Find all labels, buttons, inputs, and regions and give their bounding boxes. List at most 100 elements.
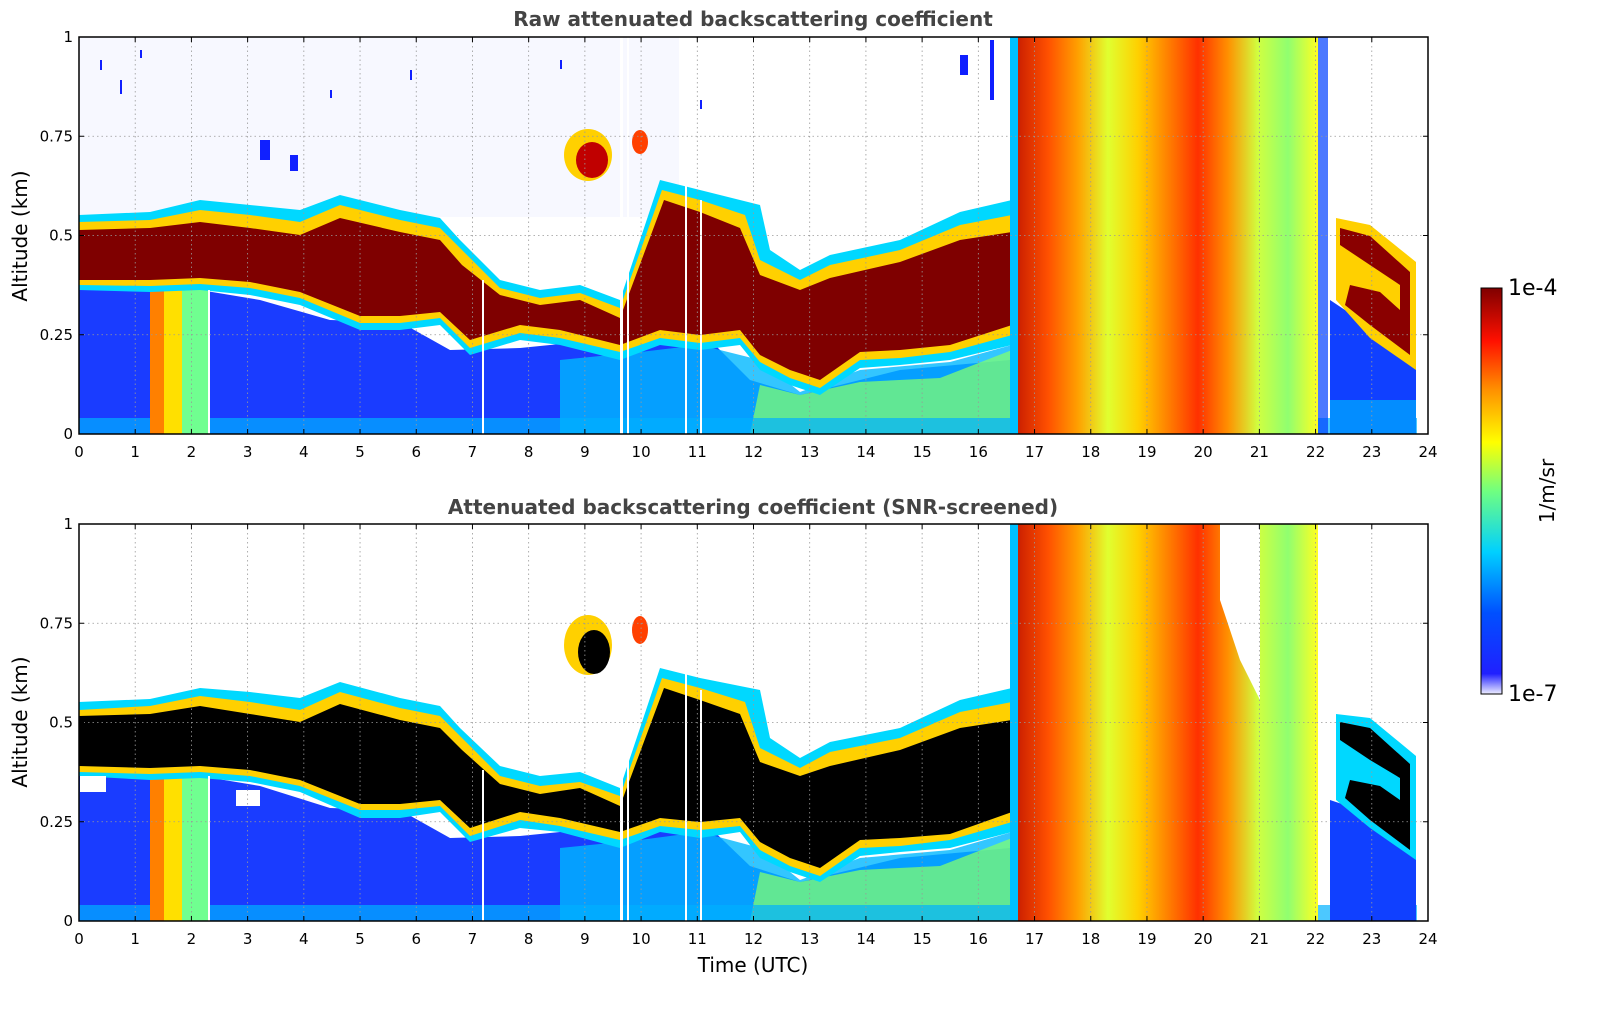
masked-layer bbox=[79, 688, 1035, 868]
boundary-layer-green bbox=[750, 350, 1012, 434]
x-tick-label: 9 bbox=[580, 930, 590, 948]
y-tick-label: 0.25 bbox=[40, 326, 73, 344]
y-tick-label: 0 bbox=[63, 425, 73, 443]
x-tick-label: 24 bbox=[1418, 443, 1437, 461]
colorbar-max-label: 1e-4 bbox=[1508, 276, 1557, 301]
x-axis: 0 1 2 3 4 5 6 7 8 9 10 11 12 13 14 15 16 17 18 19 20 21 22 23 24 bbox=[74, 524, 1438, 948]
x-tick-label: 9 bbox=[580, 443, 590, 461]
x-tick-label: 1 bbox=[130, 930, 140, 948]
precip-tail bbox=[1318, 37, 1328, 434]
x-tick-label: 10 bbox=[632, 443, 651, 461]
x-tick-label: 21 bbox=[1250, 930, 1269, 948]
y-tick-label: 1 bbox=[63, 28, 73, 46]
mask-gap bbox=[236, 790, 260, 806]
x-tick-label: 11 bbox=[688, 443, 707, 461]
y-tick-label: 0.75 bbox=[40, 614, 73, 632]
y-tick-label: 0.5 bbox=[49, 714, 73, 732]
colorbar: 1e-4 1e-7 1/m/sr bbox=[1480, 276, 1559, 707]
x-tick-label: 15 bbox=[913, 443, 932, 461]
x-tick-label: 6 bbox=[411, 930, 421, 948]
late-layer-surface bbox=[1330, 400, 1416, 434]
x-tick-label: 16 bbox=[969, 443, 988, 461]
panel-raw-backscatter: Raw attenuated backscattering coefficien… bbox=[8, 7, 1438, 461]
x-tick-label: 12 bbox=[744, 443, 763, 461]
x-tick-label: 7 bbox=[468, 930, 478, 948]
x-tick-label: 4 bbox=[299, 443, 309, 461]
x-tick-label: 2 bbox=[187, 930, 197, 948]
y-axis-label: Altitude (km) bbox=[8, 170, 32, 301]
x-tick-label: 22 bbox=[1306, 443, 1325, 461]
x-tick-label: 5 bbox=[355, 930, 365, 948]
y-tick-label: 0 bbox=[63, 912, 73, 930]
cloud-9h-core bbox=[576, 142, 608, 178]
precip-top-mask bbox=[1220, 524, 1260, 700]
noise-field bbox=[79, 37, 679, 217]
y-tick-label: 0.25 bbox=[40, 813, 73, 831]
x-tick-label: 20 bbox=[1194, 930, 1213, 948]
x-tick-label: 8 bbox=[524, 930, 534, 948]
cloud-10h bbox=[632, 616, 648, 644]
x-tick-label: 15 bbox=[913, 930, 932, 948]
y-tick-label: 0.5 bbox=[49, 227, 73, 245]
colorbar-gradient bbox=[1480, 287, 1503, 695]
cloud-10h bbox=[632, 130, 648, 154]
x-tick-label: 24 bbox=[1418, 930, 1437, 948]
x-tick-label: 2 bbox=[187, 443, 197, 461]
x-tick-label: 1 bbox=[130, 443, 140, 461]
column-1-5h bbox=[150, 285, 164, 434]
x-tick-label: 0 bbox=[74, 930, 84, 948]
x-tick-label: 4 bbox=[299, 930, 309, 948]
x-tick-label: 13 bbox=[800, 930, 819, 948]
x-tick-label: 16 bbox=[969, 930, 988, 948]
x-tick-label: 18 bbox=[1081, 443, 1100, 461]
column-1-7h bbox=[164, 772, 182, 921]
x-tick-label: 13 bbox=[800, 443, 819, 461]
late-layer-masked bbox=[1340, 722, 1410, 850]
x-tick-label: 23 bbox=[1362, 930, 1381, 948]
late-layer-base bbox=[1330, 800, 1416, 921]
column-1-5h bbox=[150, 772, 164, 921]
y-tick-label: 1 bbox=[63, 515, 73, 533]
y-axis: 0 0.25 0.5 0.75 1 bbox=[40, 515, 1428, 930]
x-axis: 0 1 2 3 4 5 6 7 8 9 10 11 12 13 14 15 16 17 18 19 20 21 22 23 24 bbox=[74, 37, 1438, 461]
x-tick-label: 21 bbox=[1250, 443, 1269, 461]
boundary-layer-green bbox=[750, 838, 1012, 921]
cloud-9h-core bbox=[578, 630, 610, 674]
x-tick-label: 14 bbox=[856, 930, 875, 948]
x-tick-label: 18 bbox=[1081, 930, 1100, 948]
x-tick-label: 11 bbox=[688, 930, 707, 948]
grid-lines bbox=[79, 37, 1428, 434]
x-tick-label: 3 bbox=[243, 443, 253, 461]
chart-title: Attenuated backscattering coefficient (S… bbox=[448, 495, 1058, 519]
no-data-tail bbox=[1417, 37, 1428, 434]
x-tick-label: 12 bbox=[744, 930, 763, 948]
x-tick-label: 3 bbox=[243, 930, 253, 948]
x-tick-label: 6 bbox=[411, 443, 421, 461]
x-tick-label: 7 bbox=[468, 443, 478, 461]
no-data-tail bbox=[1417, 524, 1428, 921]
late-layer-core bbox=[1340, 228, 1410, 355]
chart-title: Raw attenuated backscattering coefficien… bbox=[513, 7, 993, 31]
x-tick-label: 19 bbox=[1137, 443, 1156, 461]
grid-lines bbox=[79, 524, 1428, 921]
mask-gap bbox=[80, 776, 106, 792]
x-tick-label: 8 bbox=[524, 443, 534, 461]
precip-edge bbox=[1010, 524, 1018, 921]
panel-snr-screened: Attenuated backscattering coefficient (S… bbox=[8, 495, 1438, 977]
x-tick-label: 5 bbox=[355, 443, 365, 461]
y-axis-label: Altitude (km) bbox=[8, 656, 32, 787]
y-axis: 0 0.25 0.5 0.75 1 bbox=[40, 28, 1428, 443]
column-2h bbox=[182, 772, 210, 921]
colorbar-unit-label: 1/m/sr bbox=[1535, 458, 1559, 523]
x-tick-label: 17 bbox=[1025, 443, 1044, 461]
x-tick-label: 22 bbox=[1306, 930, 1325, 948]
x-tick-label: 17 bbox=[1025, 930, 1044, 948]
x-tick-label: 14 bbox=[856, 443, 875, 461]
precip-edge bbox=[1010, 37, 1018, 434]
x-tick-label: 10 bbox=[632, 930, 651, 948]
x-tick-label: 23 bbox=[1362, 443, 1381, 461]
x-axis-label: Time (UTC) bbox=[697, 953, 809, 977]
colorbar-min-label: 1e-7 bbox=[1508, 682, 1557, 707]
x-tick-label: 20 bbox=[1194, 443, 1213, 461]
